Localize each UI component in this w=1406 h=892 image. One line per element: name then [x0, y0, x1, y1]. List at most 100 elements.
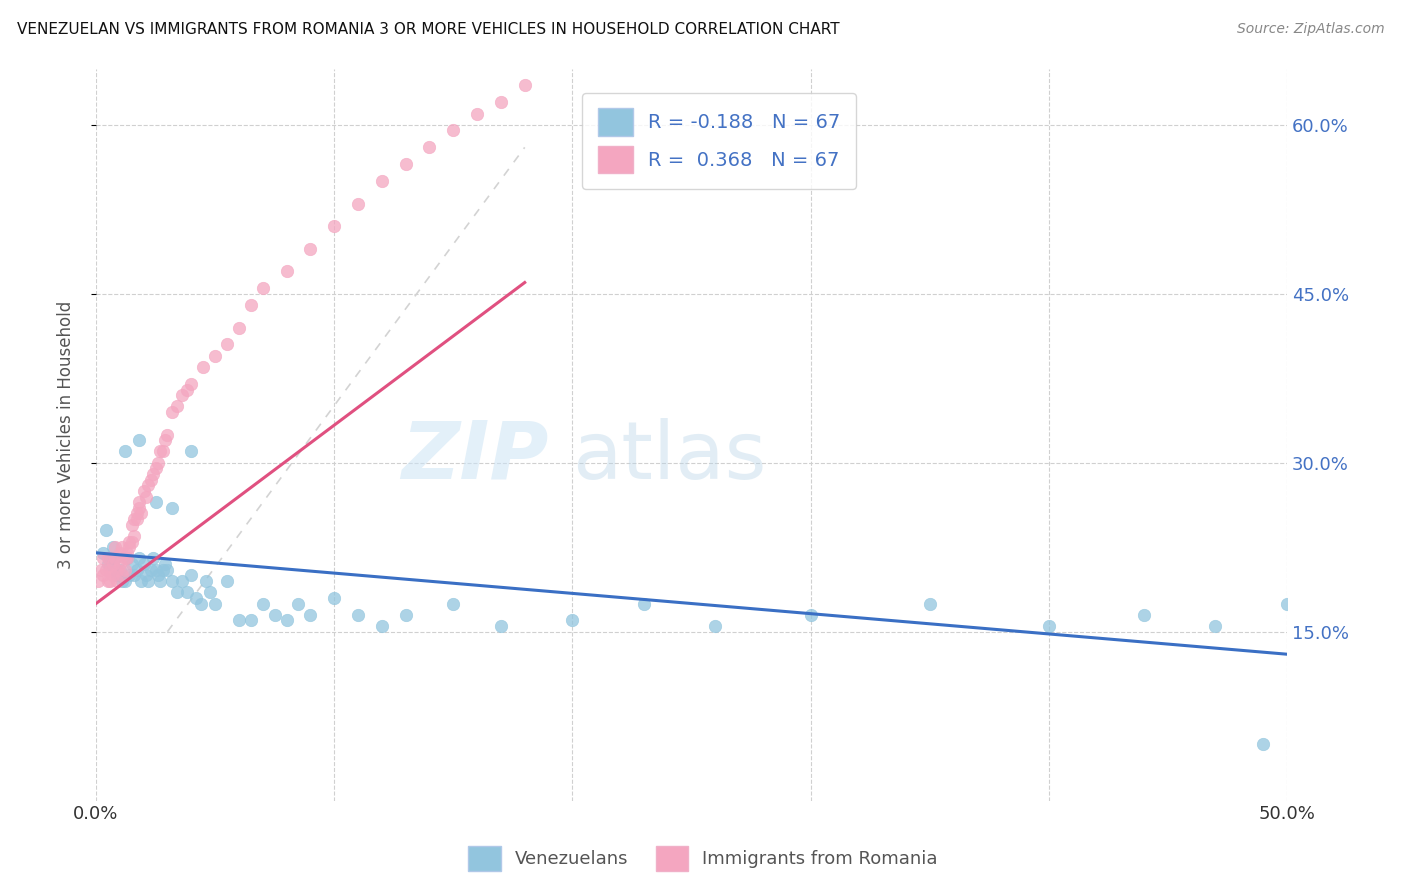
Point [108, 563, 131, 577]
Point [97, 551, 120, 566]
Point [347, 196, 370, 211]
Point [193, 359, 215, 374]
Point [156, 427, 179, 442]
Point [170, 574, 193, 588]
Point [1038, 619, 1060, 633]
Point [97, 574, 120, 588]
Point [166, 585, 188, 599]
Point [323, 219, 346, 234]
Point [107, 574, 129, 588]
Point [128, 500, 150, 515]
Point [121, 557, 143, 571]
Point [91, 546, 114, 560]
Point [107, 568, 129, 582]
Point [125, 563, 148, 577]
Point [160, 574, 183, 588]
Point [122, 512, 145, 526]
Point [98, 551, 121, 566]
Point [129, 507, 152, 521]
Point [128, 433, 150, 447]
Point [184, 591, 207, 605]
Point [190, 597, 212, 611]
Legend: R = -0.188   N = 67, R =  0.368   N = 67: R = -0.188 N = 67, R = 0.368 N = 67 [582, 93, 856, 189]
Point [204, 349, 226, 363]
Point [129, 574, 152, 588]
Point [1133, 607, 1156, 622]
Point [115, 546, 138, 560]
Point [97, 557, 120, 571]
Point [146, 568, 169, 582]
Point [465, 106, 488, 120]
Point [111, 574, 134, 588]
Point [142, 551, 165, 566]
Point [145, 563, 167, 577]
Point [918, 597, 941, 611]
Point [323, 591, 346, 605]
Point [101, 568, 124, 582]
Point [441, 123, 464, 137]
Point [87, 574, 110, 588]
Point [1204, 619, 1226, 633]
Point [138, 574, 160, 588]
Point [561, 614, 583, 628]
Point [111, 568, 134, 582]
Point [166, 400, 188, 414]
Legend: Venezuelans, Immigrants from Romania: Venezuelans, Immigrants from Romania [461, 838, 945, 879]
Point [299, 242, 322, 256]
Point [111, 540, 134, 554]
Point [135, 490, 157, 504]
Point [418, 140, 440, 154]
Point [101, 540, 124, 554]
Point [98, 574, 121, 588]
Point [104, 551, 127, 566]
Point [371, 174, 394, 188]
Text: Source: ZipAtlas.com: Source: ZipAtlas.com [1237, 22, 1385, 37]
Point [125, 512, 148, 526]
Point [299, 607, 322, 622]
Point [90, 563, 112, 577]
Point [91, 568, 114, 582]
Point [153, 557, 176, 571]
Point [1275, 597, 1298, 611]
Point [152, 444, 174, 458]
Point [489, 95, 512, 110]
Point [160, 405, 183, 419]
Point [149, 574, 172, 588]
Point [121, 517, 143, 532]
Point [200, 585, 222, 599]
Point [228, 320, 250, 334]
Point [153, 433, 176, 447]
Point [180, 444, 202, 458]
Point [489, 619, 512, 633]
Point [156, 563, 179, 577]
Point [194, 574, 217, 588]
Point [108, 546, 131, 560]
Point [180, 568, 202, 582]
Point [139, 563, 162, 577]
Point [215, 574, 238, 588]
Point [125, 507, 148, 521]
Point [118, 534, 141, 549]
Point [176, 383, 198, 397]
Point [118, 568, 141, 582]
Text: atlas: atlas [572, 417, 766, 496]
Point [146, 456, 169, 470]
Point [122, 529, 145, 543]
Point [104, 551, 127, 566]
Point [204, 597, 226, 611]
Text: ZIP: ZIP [401, 417, 548, 496]
Point [176, 585, 198, 599]
Point [114, 551, 136, 566]
Point [101, 557, 124, 571]
Point [121, 534, 143, 549]
Point [98, 563, 121, 577]
Point [276, 614, 298, 628]
Point [122, 568, 145, 582]
Point [132, 483, 155, 498]
Point [276, 264, 298, 278]
Point [215, 337, 238, 351]
Point [152, 563, 174, 577]
Point [287, 597, 309, 611]
Point [118, 540, 141, 554]
Point [704, 619, 727, 633]
